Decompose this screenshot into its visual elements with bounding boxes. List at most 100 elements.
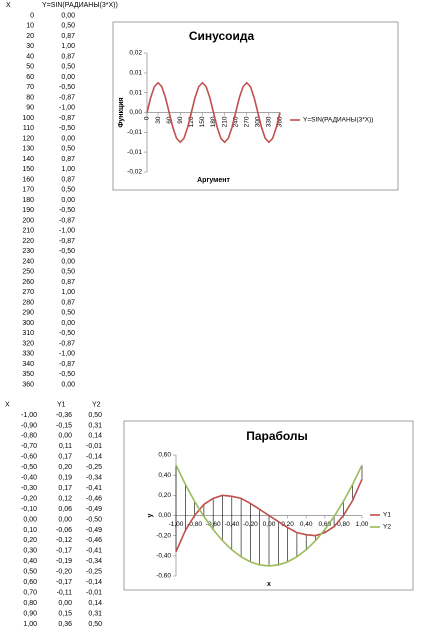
- cell: 140: [22, 156, 34, 163]
- cell: -0,80: [21, 433, 37, 440]
- cell: 0,15: [58, 610, 72, 617]
- cell: 0,50: [88, 621, 102, 628]
- x-tick-label: 180: [210, 116, 217, 127]
- cell: 0,87: [61, 176, 75, 183]
- y-tick-label: 0,01: [129, 89, 142, 96]
- y-tick-label: -0,60: [156, 573, 171, 580]
- x-tick-label: 0,20: [281, 521, 294, 528]
- cell: 0,00: [61, 197, 75, 204]
- cell: 330: [22, 351, 34, 358]
- cell: -0,17: [56, 579, 72, 586]
- cell: 0,60: [23, 579, 37, 586]
- cell: -0,11: [57, 589, 73, 596]
- cell: 0,90: [23, 610, 37, 617]
- x-tick-label: 30: [155, 116, 162, 124]
- y-tick-label: 0,01: [129, 70, 142, 77]
- cell: -0,87: [59, 94, 75, 101]
- y-tick-label: -0,20: [156, 532, 171, 539]
- cell: -0,25: [86, 464, 102, 471]
- cell: -0,87: [59, 361, 75, 368]
- cell: 1,00: [61, 43, 75, 50]
- cell: -0,49: [86, 506, 102, 513]
- cell: -0,20: [56, 569, 72, 576]
- cell: 300: [22, 320, 34, 327]
- cell: -0,46: [86, 537, 102, 544]
- x-tick-label: 150: [199, 116, 206, 127]
- cell: 210: [22, 228, 34, 235]
- cell: -0,41: [86, 548, 102, 555]
- cell: 160: [22, 176, 34, 183]
- cell: 0,50: [61, 146, 75, 153]
- cell: -1,00: [21, 412, 37, 419]
- cell: -0,50: [86, 516, 102, 523]
- cell: -0,87: [59, 115, 75, 122]
- cell: -0,50: [21, 464, 37, 471]
- x-tick-label: 0,60: [318, 521, 331, 528]
- cell: 0,30: [23, 548, 37, 555]
- series-line: [175, 464, 363, 567]
- x-tick-label: 360: [277, 116, 284, 127]
- cell: -0,50: [59, 84, 75, 91]
- cell: 270: [22, 289, 34, 296]
- cell: 0,00: [61, 320, 75, 327]
- cell: 0,00: [58, 600, 72, 607]
- cell: -0,30: [21, 485, 37, 492]
- cell: 0,70: [23, 589, 37, 596]
- cell: 280: [22, 299, 34, 306]
- cell: -0,34: [86, 558, 102, 565]
- cell: 320: [22, 340, 34, 347]
- cell: -0,01: [86, 443, 102, 450]
- cell: 180: [22, 197, 34, 204]
- cell: 200: [22, 217, 34, 224]
- cell: 0,10: [23, 527, 37, 534]
- cell: 0,20: [58, 464, 72, 471]
- y-tick-label: 0,60: [158, 452, 171, 459]
- cell: 0,00: [58, 516, 72, 523]
- cell: 230: [22, 248, 34, 255]
- column-header: X: [6, 2, 11, 9]
- cell: 240: [22, 258, 34, 265]
- cell: 0,87: [61, 279, 75, 286]
- cell: 1,00: [61, 289, 75, 296]
- y-tick-label: 0,00: [129, 109, 142, 116]
- cell: 0,50: [61, 310, 75, 317]
- cell: 250: [22, 269, 34, 276]
- cell: -0,14: [86, 579, 102, 586]
- x-tick-label: 300: [255, 116, 262, 127]
- cell: 0: [30, 12, 34, 19]
- cell: -1,00: [59, 105, 75, 112]
- cell: -0,49: [86, 527, 102, 534]
- x-tick-label: 270: [243, 116, 250, 127]
- cell: 0,19: [58, 475, 72, 482]
- x-tick-label: 1,00: [356, 521, 369, 528]
- x-tick-label: 60: [166, 116, 173, 124]
- column-header: Y1: [57, 401, 66, 408]
- cell: 30: [26, 43, 34, 50]
- cell: 100: [22, 115, 34, 122]
- cell: 70: [26, 84, 34, 91]
- cell: 0,36: [58, 621, 72, 628]
- x-tick-label: 0: [144, 116, 151, 120]
- cell: 0,87: [61, 33, 75, 40]
- cell: 0,87: [61, 156, 75, 163]
- cell: 0,50: [61, 187, 75, 194]
- cell: -0,10: [21, 506, 37, 513]
- cell: 0,50: [61, 23, 75, 30]
- x-axis-label: Аргумент: [197, 177, 230, 184]
- cell: -0,87: [59, 340, 75, 347]
- legend-label: Y2: [383, 524, 391, 531]
- cell: 10: [26, 23, 34, 30]
- cell: 0,00: [61, 258, 75, 265]
- cell: -0,19: [56, 558, 72, 565]
- cell: 0,00: [61, 12, 75, 19]
- cell: -0,01: [86, 589, 102, 596]
- cell: 0,50: [23, 569, 37, 576]
- cell: 40: [26, 53, 34, 60]
- cell: 350: [22, 371, 34, 378]
- cell: 0,00: [61, 381, 75, 388]
- cell: 190: [22, 207, 34, 214]
- x-tick-label: 210: [221, 116, 228, 127]
- column-header: X: [5, 401, 10, 408]
